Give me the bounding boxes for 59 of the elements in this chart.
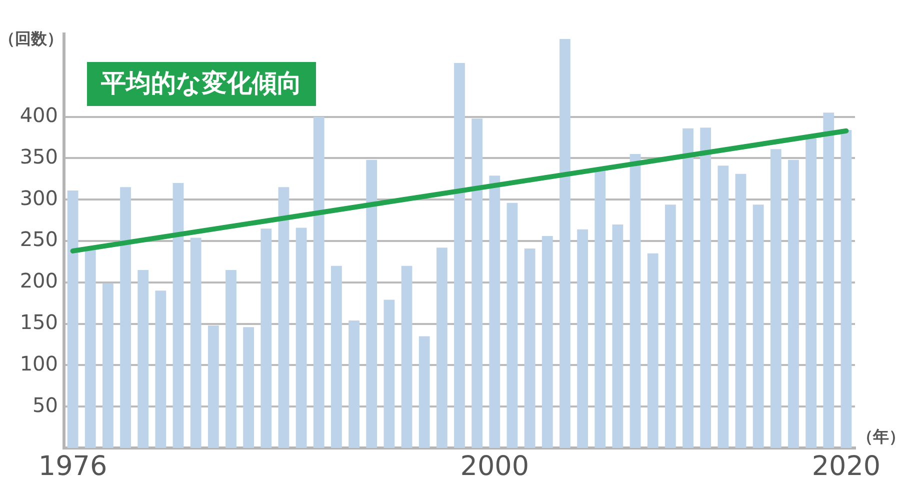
- bar: [418, 336, 430, 448]
- y-tick-label: 300: [20, 186, 58, 210]
- y-axis-title: （回数）: [0, 29, 63, 48]
- y-tick-label: 150: [20, 310, 58, 334]
- bar: [454, 62, 465, 448]
- bar: [718, 166, 729, 448]
- bar: [664, 204, 676, 448]
- bar: [542, 236, 553, 448]
- bar: [172, 183, 184, 448]
- bar: [700, 128, 712, 448]
- bar: [120, 187, 131, 448]
- y-tick-label: 200: [20, 268, 58, 293]
- bar: [138, 270, 149, 448]
- bar: [506, 202, 518, 448]
- bar: [594, 170, 606, 448]
- bar: [436, 248, 448, 448]
- bar: [84, 249, 96, 448]
- y-tick-label: 400: [20, 103, 58, 128]
- bar: [647, 253, 658, 448]
- bar: [401, 266, 412, 448]
- bar: [102, 283, 114, 448]
- y-tick-label: 250: [20, 227, 58, 252]
- bar: [313, 116, 324, 448]
- y-tick-label: 350: [20, 144, 58, 168]
- bar: [472, 118, 483, 448]
- bar: [577, 229, 588, 448]
- bar: [226, 270, 236, 448]
- x-tick-label: 2020: [812, 451, 881, 482]
- x-axis-title: （年）: [857, 427, 900, 446]
- bar: [806, 138, 817, 448]
- bar: [190, 238, 202, 448]
- bar: [67, 190, 78, 448]
- bar: [331, 266, 342, 448]
- x-tick-label: 2000: [460, 451, 530, 482]
- bar: [489, 176, 500, 448]
- bar: [384, 300, 395, 448]
- bar: [260, 228, 272, 448]
- bar: [770, 149, 782, 448]
- bar: [348, 320, 360, 448]
- bar: [155, 290, 166, 448]
- x-tick-label: 1976: [38, 451, 108, 482]
- bar: [278, 187, 290, 448]
- bar: [366, 160, 378, 448]
- bar: [752, 204, 764, 448]
- bar: [682, 128, 694, 448]
- bar: [560, 38, 570, 448]
- y-tick-label: 50: [32, 392, 58, 417]
- text: 平均的な変化傾向: [100, 68, 302, 98]
- bar: [243, 327, 254, 448]
- bar: [788, 160, 799, 448]
- bar: [735, 174, 746, 448]
- bar: [524, 248, 536, 448]
- bar: [840, 130, 852, 448]
- y-tick-label: 100: [20, 351, 58, 376]
- bar: [612, 224, 624, 448]
- bar: [823, 112, 834, 448]
- bar: [296, 228, 307, 448]
- bar: [208, 325, 219, 448]
- bar: [630, 154, 641, 448]
